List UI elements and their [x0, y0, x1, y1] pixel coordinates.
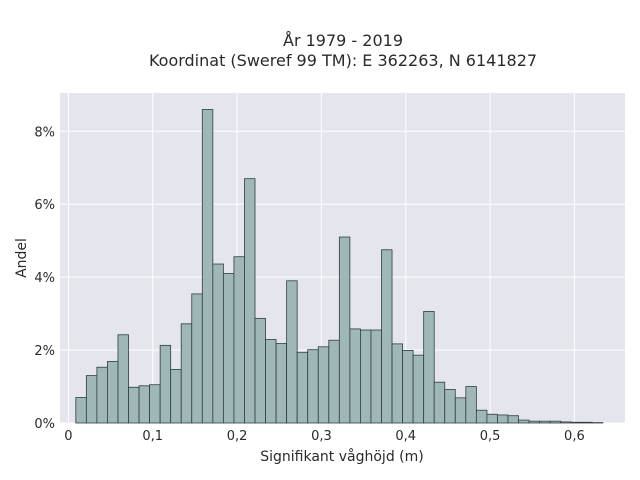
histogram-bar	[296, 351, 309, 424]
histogram-bar	[85, 375, 98, 424]
histogram-bar	[454, 397, 467, 424]
histogram-bar	[539, 420, 551, 424]
histogram-bar	[222, 273, 235, 424]
histogram-bar	[117, 334, 129, 424]
histogram-bar	[581, 421, 593, 424]
histogram-bar	[244, 178, 256, 424]
histogram-bar	[212, 263, 224, 424]
histogram-bar	[433, 381, 446, 424]
histogram-bar	[191, 293, 203, 424]
histogram-bar	[96, 366, 108, 424]
y-axis-label: Andel	[14, 238, 30, 278]
y-tick-label: 6%	[34, 198, 55, 213]
y-tick-label: 8%	[34, 125, 55, 140]
histogram-bar	[412, 354, 425, 424]
histogram-bar	[317, 346, 330, 424]
histogram-bar	[338, 236, 351, 424]
histogram-bar	[423, 311, 435, 424]
histogram-bar	[254, 317, 266, 424]
histogram-bar	[265, 339, 277, 424]
chart-title-line2: Koordinat (Sweref 99 TM): E 362263, N 61…	[149, 51, 537, 70]
histogram-bar	[549, 420, 562, 424]
histogram-bar	[328, 339, 340, 424]
histogram-bar	[360, 329, 372, 424]
histogram-bar	[528, 420, 541, 424]
histogram-bar	[507, 415, 519, 424]
histogram-bar	[201, 109, 214, 424]
chart-title-line1: År 1979 - 2019	[283, 31, 403, 50]
y-tick-label: 4%	[34, 271, 55, 286]
histogram-bar	[518, 419, 530, 424]
histogram-bar	[465, 386, 477, 424]
histogram-bar	[497, 414, 509, 424]
histogram-bar	[75, 397, 87, 424]
histogram-bar	[286, 280, 298, 424]
histogram-bar	[180, 323, 193, 424]
histogram-bar	[233, 256, 245, 424]
histogram-bar	[107, 360, 119, 424]
histogram-bar	[570, 421, 583, 424]
x-tick-label: 0,6	[564, 429, 585, 444]
x-tick-label: 0,5	[480, 429, 501, 444]
histogram-bar	[560, 421, 572, 424]
histogram-bar	[159, 344, 172, 424]
x-tick-label: 0,2	[227, 429, 248, 444]
y-tick-label: 2%	[34, 344, 55, 359]
histogram-bar	[381, 249, 393, 424]
x-axis-ticks: 0 0,1 0,2 0,3 0,4 0,5 0,6	[64, 429, 584, 444]
bars	[75, 109, 604, 424]
histogram-bar	[275, 343, 288, 424]
x-tick-label: 0	[64, 429, 72, 444]
histogram-bar	[170, 368, 182, 424]
histogram-bar	[307, 349, 319, 424]
histogram-bar	[391, 343, 403, 424]
histogram-bar	[138, 385, 150, 424]
x-tick-label: 0,1	[142, 429, 163, 444]
x-axis-label: Signifikant våghöjd (m)	[260, 448, 423, 465]
x-tick-label: 0,4	[395, 429, 416, 444]
x-tick-label: 0,3	[311, 429, 332, 444]
histogram-bar	[149, 384, 161, 424]
histogram-bar	[128, 386, 140, 424]
y-axis-ticks: 0% 2% 4% 6% 8%	[34, 125, 55, 432]
y-tick-label: 0%	[34, 417, 55, 432]
histogram-bar	[475, 409, 488, 424]
histogram-bar	[402, 350, 414, 424]
histogram-bar	[370, 329, 382, 424]
histogram-bar	[349, 328, 361, 424]
histogram-bar	[486, 413, 498, 424]
histogram-bar	[444, 389, 456, 424]
